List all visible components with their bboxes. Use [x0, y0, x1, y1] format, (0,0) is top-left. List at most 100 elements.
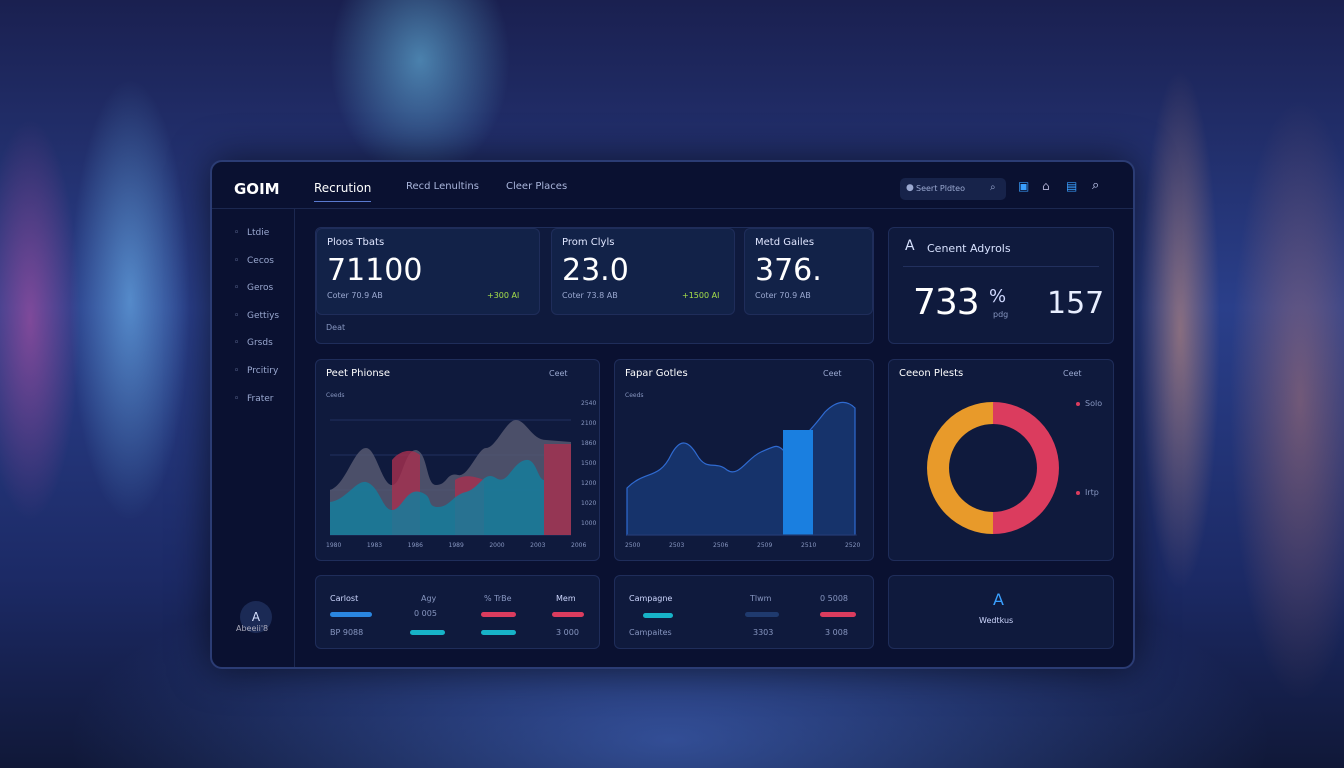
kpi-note: Deat [326, 323, 346, 332]
menu-label: Geros [247, 283, 274, 294]
user-name: Abeeii'8 [236, 624, 269, 633]
kpi-sub: Coter 73.8 AB [562, 291, 618, 300]
chart-control[interactable]: Ceet [1063, 369, 1082, 378]
x-tick-label: 2520 [845, 542, 861, 549]
chart-title: Fapar Gotles [625, 368, 688, 379]
kpi-card: Metd Gailes 376. Coter 70.9 AB [744, 228, 873, 315]
x-tick-label: 2510 [801, 542, 817, 549]
x-tick-label: 1983 [366, 542, 383, 549]
icon: A [905, 238, 915, 254]
icon: ◦ [234, 283, 240, 294]
menu-label: Grsds [247, 338, 273, 349]
kpi-card: Prom Clyls 23.0 Coter 73.8 AB +1500 Al [551, 228, 735, 315]
kpi-group: Ploos Tbats 71100 Coter 70.9 AB +300 Al Prom… [315, 227, 874, 344]
widget-card: A Wedtkus [888, 575, 1114, 649]
kpi-delta: +300 Al [487, 291, 520, 300]
x-tick-label: 2003 [530, 542, 546, 549]
td: 0 005 [414, 609, 437, 618]
td: 3 000 [556, 628, 579, 637]
x-tick-label: 2506 [713, 542, 729, 549]
chart-card: Solo Irtp Ceeon Plests Ceet [888, 359, 1114, 561]
avatar[interactable]: A [240, 601, 272, 633]
search-text: Seert Pldteo [916, 184, 965, 193]
kpi-value: 71100 [327, 253, 423, 288]
td: 3 008 [825, 628, 848, 637]
analysis-card: A Cenent Adyrols 733 % pdg 157 [888, 227, 1114, 344]
kpi-sub: Coter 70.9 AB [755, 291, 811, 300]
icon[interactable]: ⌕ [1092, 178, 1100, 193]
kpi-title: Metd Gailes [755, 237, 815, 248]
kpi-card: Ploos Tbats 71100 Coter 70.9 AB +300 Al [316, 228, 540, 315]
icon: ◦ [234, 393, 240, 404]
th: % TrBe [484, 594, 512, 603]
analysis-second: 157 [1047, 286, 1105, 321]
chart-card: Peet Phionse Ceet Ceeds 1980 1983 1986 1989 200… [315, 359, 600, 561]
table-card: Campagne Tlwm 0 5008 Campaites 3303 3 00… [614, 575, 874, 649]
chart-title: Peet Phionse [326, 368, 391, 379]
th: Carlost [330, 594, 359, 603]
th: Campagne [629, 594, 673, 603]
y-tick-label: 1500 [581, 460, 597, 467]
analysis-title: Cenent Adyrols [927, 242, 1011, 255]
area-chart [330, 419, 571, 536]
icon: ◦ [234, 228, 240, 238]
icon: ◦ [234, 366, 240, 376]
menu-label: Frater [247, 393, 274, 404]
menu-label: Gettiys [247, 310, 280, 321]
th: Agy [421, 594, 437, 603]
donut-segment [927, 402, 994, 534]
menu-label: Prcitiry [247, 366, 279, 376]
widget-label: Wedtkus [979, 616, 1014, 625]
legend-label: Ceeds [625, 392, 644, 399]
kpi-title: Prom Clyls [562, 237, 615, 248]
x-tick-label: 1989 [448, 542, 464, 549]
icon: ◦ [234, 310, 240, 321]
kpi-sub: Coter 70.9 AB [327, 291, 383, 300]
analysis-sub: pdg [993, 310, 1009, 319]
donut-segment [992, 402, 1059, 534]
icon: ◦ [234, 338, 240, 349]
y-tick-label: 2100 [581, 420, 597, 427]
legend-label: Solo [1085, 399, 1103, 408]
nav-item[interactable]: Cleer Places [506, 181, 568, 192]
chart-title: Ceeon Plests [899, 368, 964, 379]
y-tick-label: 1000 [581, 520, 597, 527]
chart-control[interactable]: Ceet [823, 369, 842, 378]
icon[interactable]: ▤ [1066, 179, 1078, 193]
chart-card: Fapar Gotles Ceet Ceeds 2500 2503 2506 2509 251… [614, 359, 874, 561]
highlight-bar [783, 430, 813, 535]
nav-item[interactable]: Recd Lenultins [406, 181, 479, 192]
th: 0 5008 [820, 594, 848, 603]
area-chart [626, 401, 857, 536]
area [626, 401, 856, 536]
kpi-value: 23.0 [562, 253, 629, 288]
y-tick-label: 1860 [581, 440, 597, 447]
icon[interactable]: ▣ [1018, 179, 1030, 193]
x-tick-label: 2500 [625, 542, 641, 549]
y-tick-label: 2540 [581, 400, 597, 407]
table-card: Carlost Agy % TrBe Mem 0 005 BP 9088 3 0… [315, 575, 600, 649]
th: Mem [556, 594, 576, 603]
td: Campaites [629, 628, 672, 637]
widget-icon: A [993, 590, 1004, 609]
icon: ◦ [234, 255, 240, 266]
kpi-delta: +1500 Al [682, 291, 720, 300]
nav-item[interactable]: Recrution [314, 181, 372, 202]
search-box[interactable]: ● Seert Pldteo ⌕ [900, 178, 1006, 200]
donut-chart [927, 402, 1080, 534]
kpi-value: 376. [755, 253, 822, 288]
td: 3303 [753, 628, 774, 637]
logo: GOIM [234, 180, 280, 198]
td: BP 9088 [330, 628, 364, 637]
menu-label: Ltdie [247, 228, 270, 238]
analysis-unit: % [989, 286, 1007, 307]
menu-label: Cecos [247, 255, 274, 266]
icon[interactable]: ⌂ [1042, 179, 1050, 193]
header: GOIM Recrution Recd Lenultins Cleer Places… [212, 162, 1133, 209]
x-tick-label: 2000 [489, 542, 505, 549]
legend-label: Irtp [1085, 488, 1099, 497]
dashboard: GOIM Recrution Recd Lenultins Cleer Places… [210, 160, 1135, 669]
chart-control[interactable]: Ceet [549, 369, 568, 378]
kpi-title: Ploos Tbats [327, 237, 385, 248]
